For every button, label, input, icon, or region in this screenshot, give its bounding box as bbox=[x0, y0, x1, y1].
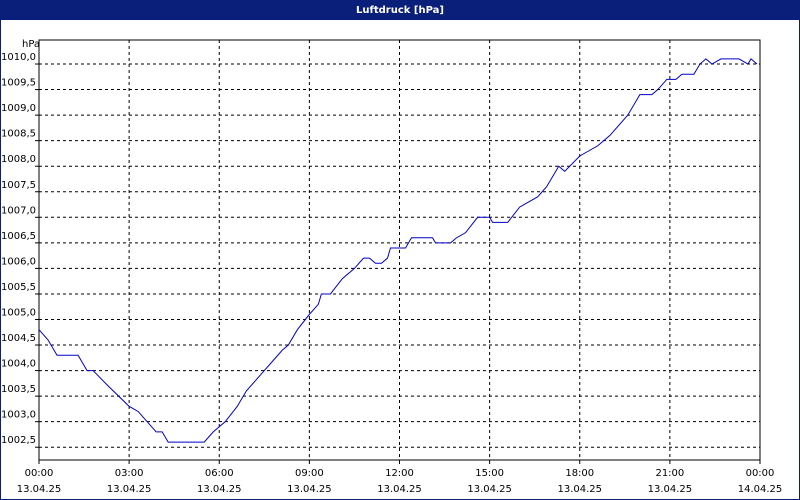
x-tick-date: 14.04.25 bbox=[738, 484, 783, 495]
x-tick-date: 13.04.25 bbox=[467, 484, 512, 495]
x-tick-label: 09:00 bbox=[295, 468, 324, 479]
y-tick-label: 1003,0 bbox=[1, 410, 36, 421]
data-line bbox=[38, 58, 758, 443]
y-tick-label: 1009,5 bbox=[1, 78, 36, 89]
y-tick-label: 1010,0 bbox=[1, 52, 36, 63]
y-tick-label: 1006,5 bbox=[1, 231, 36, 242]
x-tick-date: 13.04.25 bbox=[377, 484, 422, 495]
x-tick-date: 13.04.25 bbox=[197, 484, 242, 495]
x-tick-label: 00:00 bbox=[25, 468, 54, 479]
x-tick-label: 06:00 bbox=[205, 468, 234, 479]
x-tick-label: 18:00 bbox=[565, 468, 594, 479]
x-tick-label: 21:00 bbox=[655, 468, 684, 479]
x-tick-label: 03:00 bbox=[115, 468, 144, 479]
x-tick-label: 15:00 bbox=[475, 468, 504, 479]
y-tick-label: 1004,0 bbox=[1, 359, 36, 370]
chart-title: Luftdruck [hPa] bbox=[356, 5, 444, 16]
y-tick-label: 1008,0 bbox=[1, 154, 36, 165]
x-tick-date: 13.04.25 bbox=[648, 484, 693, 495]
y-tick-label: 1006,0 bbox=[1, 256, 36, 267]
x-tick-label: 00:00 bbox=[746, 468, 775, 479]
y-tick-label: 1005,5 bbox=[1, 282, 36, 293]
y-tick-label: 1008,5 bbox=[1, 129, 36, 140]
x-tick-date: 13.04.25 bbox=[287, 484, 332, 495]
x-tick-date: 13.04.25 bbox=[17, 484, 62, 495]
y-tick-label: 1005,0 bbox=[1, 307, 36, 318]
x-tick-label: 12:00 bbox=[385, 468, 414, 479]
x-tick-date: 13.04.25 bbox=[107, 484, 152, 495]
y-tick-label: 1002,5 bbox=[1, 435, 36, 446]
y-tick-label: 1007,5 bbox=[1, 180, 36, 191]
y-axis-label: hPa bbox=[22, 39, 40, 50]
plot-frame bbox=[38, 39, 761, 461]
y-tick-label: 1003,5 bbox=[1, 384, 36, 395]
title-bar bbox=[0, 0, 800, 20]
y-tick-label: 1004,5 bbox=[1, 333, 36, 344]
x-tick-date: 13.04.25 bbox=[557, 484, 602, 495]
y-tick-label: 1009,0 bbox=[1, 103, 36, 114]
y-tick-label: 1007,0 bbox=[1, 205, 36, 216]
